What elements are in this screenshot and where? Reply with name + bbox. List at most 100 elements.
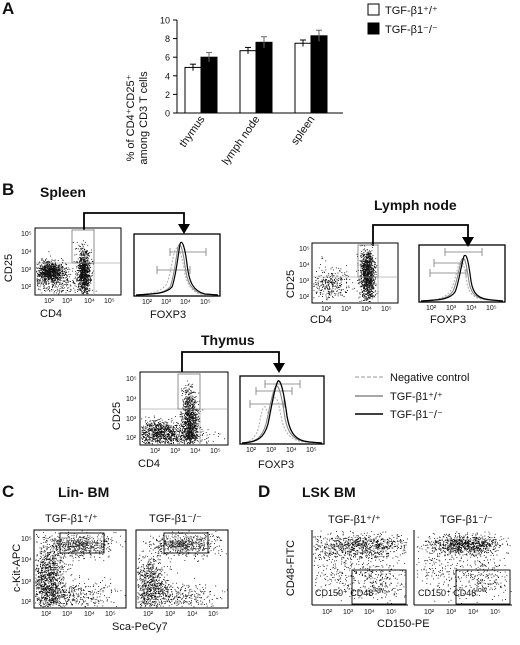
panel-c-wt-ytick-1: 10³ [21, 579, 32, 586]
panel-c-wt-lsk-gate [59, 532, 105, 554]
bar-wt-0 [184, 66, 202, 114]
panel-c-wt-xtick-3: 10⁵ [105, 611, 116, 618]
panel-d-wt-gate [351, 569, 407, 605]
panel-d-subtitle-ko: TGF-β1⁻/⁻ [440, 514, 493, 526]
panel-c-wt-dots [35, 530, 126, 608]
bar-ko-0 [200, 56, 218, 114]
spleen-hist-xlabel: FOXP3 [150, 309, 186, 321]
thymus-xtick-2: 10⁴ [190, 448, 201, 455]
spleen-hist-tick-0: 10² [142, 299, 153, 306]
legend-label-neg: Negative control [390, 372, 470, 384]
panel-d-wt-gate-label: CD150⁺ CD48low [315, 587, 385, 598]
panel-b-thymus-title: Thymus [201, 332, 255, 348]
panel-d-plot-wt: CD150⁺ CD48low 10² 10³ 10⁴ 10⁵ [311, 530, 408, 616]
thymus-xtick-3: 10⁵ [210, 448, 221, 455]
panel-d-wt-xtick-3: 10⁵ [386, 609, 397, 616]
thymus-ytick-2: 10⁴ [126, 396, 137, 403]
lymph-hist-tick-3: 10⁵ [486, 305, 497, 312]
panel-c-ylabel: c-Kit-APC [11, 544, 23, 592]
thymus-hist-neg [241, 397, 323, 444]
panel-c-xlabel: Sca-PeCy7 [112, 621, 168, 633]
lymph-hist-xlabel: FOXP3 [430, 314, 466, 326]
legend-label-wt-b: TGF-β1⁺/⁺ [390, 391, 443, 403]
spleen-ytick-0: 10² [21, 284, 32, 291]
thymus-hist-tick-0: 10² [246, 447, 257, 454]
lymph-hist-tick-0: 10² [426, 305, 437, 312]
panel-a-ylabel-line1: % of CD4⁺CD25⁺ [125, 74, 137, 161]
lymph-hist-wt [420, 257, 504, 302]
lymph-xtick-2: 10⁴ [361, 306, 372, 313]
panel-d-subtitle-wt: TGF-β1⁺/⁺ [328, 514, 381, 526]
panel-c-ko-xtick-3: 10⁵ [208, 611, 219, 618]
bar-wt-1 [239, 50, 257, 114]
panel-c-ko-lsk-label: LSK [171, 539, 188, 549]
spleen-hist-frame [133, 233, 221, 297]
dots-thymus-points [141, 380, 225, 445]
panel-d-wt-xtick-0: 10² [322, 609, 333, 616]
lymph-xtick-1: 10³ [341, 306, 352, 313]
lymph-dotplot: 10² 10³ 10⁴ 10⁵ 10² 10³ 10⁴ 10⁵ CD4 CD25 [285, 242, 399, 326]
panel-d-ylabel: CD48-FITC [285, 540, 297, 596]
panel-a-xlabel-1: lymph node [220, 114, 262, 167]
panel-a-ytick-label: 2 [165, 90, 170, 100]
panel-a-ytick-label: 8 [165, 34, 170, 44]
spleen-histogram: 10² 10³ 10⁴ 10⁵ FOXP3 [133, 233, 221, 321]
thymus-ytick-3: 10⁵ [126, 376, 137, 383]
panel-a-ytick-label: 10 [160, 16, 170, 26]
spleen-dotplot: 10² 10³ 10⁴ 10⁵ 10² 10³ 10⁴ 10⁵ CD4 CD25 [3, 227, 122, 320]
panel-b-letter: B [2, 180, 14, 199]
spleen-ytick-2: 10⁴ [21, 249, 32, 256]
spleen-ylabel: CD25 [3, 254, 15, 282]
lymph-ytick-1: 10³ [299, 278, 310, 285]
thymus-arrow-head [273, 363, 285, 373]
panel-d-wt-xtick-2: 10⁴ [364, 609, 375, 616]
panel-a-ytick-label: 4 [165, 71, 170, 81]
thymus-ytick-0: 10² [126, 435, 137, 442]
lymph-dot-cloud [313, 243, 379, 303]
panel-d-ko-gate-label: CD150⁺ CD48low [418, 587, 488, 598]
spleen-xlabel: CD4 [40, 308, 62, 320]
panel-c-wt-frame [33, 529, 127, 609]
panel-b-lymph-title: Lymph node [374, 197, 457, 213]
lymph-ytick-3: 10⁵ [299, 246, 310, 253]
panel-c-ko-xtick-0: 10² [143, 611, 154, 618]
thymus-hist-tick-3: 10⁵ [306, 447, 317, 454]
lymph-hist-tick-1: 10³ [446, 305, 457, 312]
legend-label-ko: TGF-β1⁻/⁻ [385, 24, 438, 36]
panel-d-xlabel: CD150-PE [377, 618, 430, 630]
thymus-hist-xlabel: FOXP3 [258, 459, 294, 471]
panel-c-plot-wt: LSK 10² 10³ 10⁴ 10⁵ 10² 10³ 10⁴ 10⁵ [21, 529, 127, 618]
spleen-hist-tick-1: 10³ [161, 299, 172, 306]
panel-d-ko-gate-sup: low [476, 587, 487, 594]
spleen-xtick-1: 10³ [62, 298, 73, 305]
thymus-ylabel: CD25 [111, 402, 123, 430]
panel-d-letter: D [258, 482, 270, 501]
lymph-hist-ko [420, 254, 504, 302]
panel-c-wt-lsk-label: LSK [67, 539, 84, 549]
spleen-ytick-1: 10³ [21, 267, 32, 274]
panel-c-ko-frame [135, 529, 229, 609]
thymus-histogram: 10² 10³ 10⁴ 10⁵ FOXP3 [239, 375, 325, 471]
panel-b-legend: Negative control TGF-β1⁺/⁺ TGF-β1⁻/⁻ [355, 372, 470, 421]
panel-c-wt-xtick-0: 10² [41, 611, 52, 618]
panel-a-xlabel-2: spleen [289, 114, 317, 147]
lymph-ytick-2: 10⁴ [299, 262, 310, 269]
panel-c-subtitle-ko: TGF-β1⁻/⁻ [149, 513, 202, 525]
thymus-hist-tick-2: 10⁴ [286, 447, 297, 454]
spleen-hist-neg [135, 247, 219, 296]
spleen-dot-cloud [36, 240, 97, 295]
panel-d-ko-gate [455, 569, 511, 605]
spleen-arrow-head [178, 224, 190, 234]
panel-d-ko-xtick-3: 10⁵ [490, 609, 501, 616]
dots-spleen-points [36, 240, 97, 295]
lymph-ytick-0: 10² [299, 294, 310, 301]
lymph-xtick-3: 10⁵ [381, 306, 392, 313]
thymus-dot-cloud [141, 380, 225, 445]
panel-d-title: LSK BM [302, 484, 356, 500]
thymus-hist-frame [239, 375, 325, 445]
lymph-hist-tick-2: 10⁴ [466, 305, 477, 312]
lymph-gate-arrow [372, 224, 469, 246]
spleen-ytick-3: 10⁵ [21, 231, 32, 238]
thymus-dotplot-frame [139, 371, 229, 446]
panel-d-ko-xtick-0: 10² [424, 609, 435, 616]
